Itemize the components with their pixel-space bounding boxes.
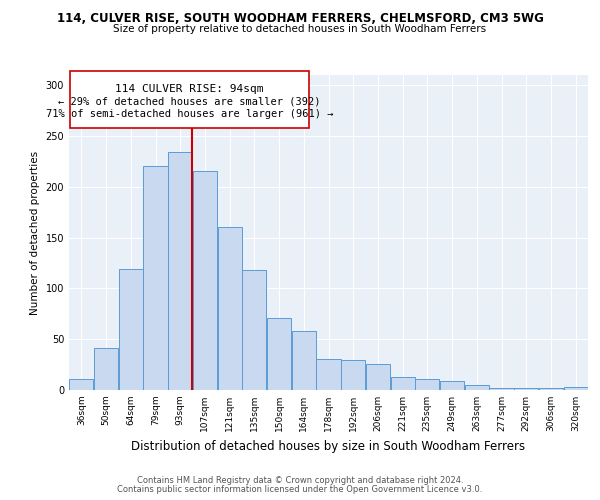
Bar (168, 152, 193, 390)
Bar (193, 170, 217, 390)
Bar (316, 358, 341, 390)
Bar (415, 379, 439, 390)
Bar (341, 360, 365, 390)
Text: 114, CULVER RISE, SOUTH WOODHAM FERRERS, CHELMSFORD, CM3 5WG: 114, CULVER RISE, SOUTH WOODHAM FERRERS,… (56, 12, 544, 26)
Bar (490, 388, 514, 390)
Text: Size of property relative to detached houses in South Woodham Ferrers: Size of property relative to detached ho… (113, 24, 487, 34)
Bar (94, 348, 118, 390)
Bar (292, 331, 316, 390)
Bar (218, 228, 242, 390)
Bar (242, 270, 266, 390)
Bar (366, 364, 390, 390)
Bar (563, 387, 588, 390)
X-axis label: Distribution of detached houses by size in South Woodham Ferrers: Distribution of detached houses by size … (131, 440, 526, 452)
Bar (119, 269, 143, 390)
Text: 71% of semi-detached houses are larger (961) →: 71% of semi-detached houses are larger (… (46, 108, 333, 118)
Bar (69, 379, 94, 390)
Bar (440, 381, 464, 390)
FancyBboxPatch shape (70, 71, 309, 128)
Text: 114 CULVER RISE: 94sqm: 114 CULVER RISE: 94sqm (115, 84, 264, 94)
Bar (267, 318, 291, 390)
Text: Contains public sector information licensed under the Open Government Licence v3: Contains public sector information licen… (118, 485, 482, 494)
Bar (143, 166, 167, 390)
Bar (514, 388, 538, 390)
Bar (539, 388, 563, 390)
Bar (391, 377, 415, 390)
Text: ← 29% of detached houses are smaller (392): ← 29% of detached houses are smaller (39… (58, 96, 321, 106)
Bar (464, 385, 489, 390)
Text: Contains HM Land Registry data © Crown copyright and database right 2024.: Contains HM Land Registry data © Crown c… (137, 476, 463, 485)
Y-axis label: Number of detached properties: Number of detached properties (30, 150, 40, 314)
